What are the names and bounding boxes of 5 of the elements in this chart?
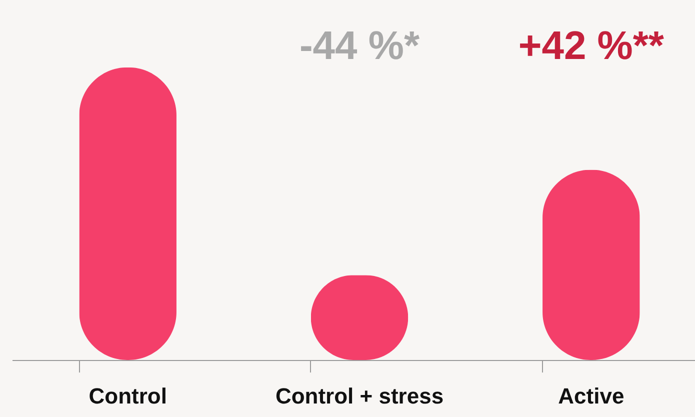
x-tick-label: Control	[88, 384, 167, 408]
x-tick-label: Active	[558, 384, 624, 408]
x-tick-label: Control + stress	[275, 384, 444, 408]
annotation: +42 %**	[518, 24, 664, 68]
annotation: -44 %*	[299, 24, 420, 68]
